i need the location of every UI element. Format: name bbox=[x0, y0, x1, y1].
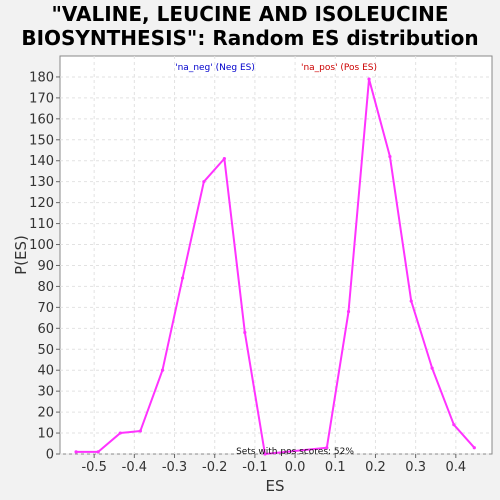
data-point bbox=[367, 77, 371, 81]
y-tick-label: 90 bbox=[37, 259, 54, 274]
chart-title: "VALINE, LEUCINE AND ISOLEUCINE BIOSYNTH… bbox=[0, 2, 500, 50]
data-point bbox=[74, 450, 78, 454]
y-tick-label: 140 bbox=[29, 154, 54, 169]
data-point bbox=[409, 299, 413, 303]
pos-scores-note: Sets with pos scores: 52% bbox=[236, 447, 354, 457]
series-line bbox=[76, 78, 476, 455]
y-tick-label: 10 bbox=[37, 427, 54, 442]
y-tick-label: 60 bbox=[37, 322, 54, 337]
y-tick-label: 120 bbox=[29, 196, 54, 211]
data-point bbox=[96, 450, 100, 454]
y-axis-ticks: 0 10 20 30 40 50 60 70 80 90 100 110 120 130 140 150 160… bbox=[29, 70, 60, 463]
data-point bbox=[346, 309, 351, 314]
data-point bbox=[222, 157, 226, 161]
data-point bbox=[243, 330, 247, 335]
y-tick-label: 30 bbox=[37, 385, 54, 400]
series bbox=[74, 77, 476, 456]
y-tick-label: 70 bbox=[37, 301, 54, 316]
y-tick-label: 100 bbox=[29, 238, 54, 253]
y-tick-label: 110 bbox=[29, 217, 54, 232]
y-tick-label: 20 bbox=[37, 406, 54, 421]
x-tick-label: 0.4 bbox=[445, 460, 466, 475]
y-tick-label: 180 bbox=[29, 70, 54, 85]
legend-pos: 'na_pos' (Pos ES) bbox=[301, 63, 377, 73]
y-tick-label: 50 bbox=[37, 343, 54, 358]
y-tick-label: 0 bbox=[46, 448, 54, 463]
x-tick-label: -0.5 bbox=[81, 460, 106, 475]
data-point bbox=[430, 366, 434, 370]
x-tick-label: 0.3 bbox=[405, 460, 426, 475]
data-point bbox=[180, 276, 185, 280]
data-point bbox=[325, 446, 329, 450]
x-tick-label: -0.4 bbox=[122, 460, 147, 475]
data-point bbox=[472, 446, 476, 450]
data-point bbox=[202, 180, 206, 184]
grid bbox=[60, 56, 492, 455]
y-tick-label: 80 bbox=[37, 280, 54, 295]
y-tick-label: 130 bbox=[29, 175, 54, 190]
legend-neg: 'na_neg' (Neg ES) bbox=[175, 63, 255, 73]
x-tick-label: -0.1 bbox=[242, 460, 267, 475]
x-tick-label: -0.3 bbox=[162, 460, 187, 475]
data-point bbox=[263, 452, 267, 456]
chart-title-line-2: BIOSYNTHESIS": Random ES distribution bbox=[21, 26, 479, 50]
x-axis-label: ES bbox=[266, 477, 285, 495]
x-tick-label: 0.0 bbox=[285, 460, 306, 475]
data-point bbox=[118, 431, 122, 435]
data-point bbox=[160, 368, 165, 372]
plot-area bbox=[59, 55, 493, 455]
y-axis-label: P(ES) bbox=[12, 235, 30, 275]
x-tick-label: 0.2 bbox=[365, 460, 386, 475]
y-tick-label: 160 bbox=[29, 112, 54, 127]
data-point bbox=[388, 154, 392, 159]
x-tick-label: 0.1 bbox=[325, 460, 346, 475]
data-point bbox=[138, 429, 142, 433]
y-tick-label: 170 bbox=[29, 91, 54, 106]
x-axis-ticks: -0.5 -0.4 -0.3 -0.2 -0.1 0.0 0.1 0.2 0.3 0.4 bbox=[81, 454, 466, 475]
y-tick-label: 150 bbox=[29, 133, 54, 148]
x-tick-label: -0.2 bbox=[202, 460, 227, 475]
y-tick-label: 40 bbox=[37, 364, 54, 379]
chart-title-line-1: "VALINE, LEUCINE AND ISOLEUCINE bbox=[51, 2, 449, 26]
data-point bbox=[452, 423, 456, 427]
